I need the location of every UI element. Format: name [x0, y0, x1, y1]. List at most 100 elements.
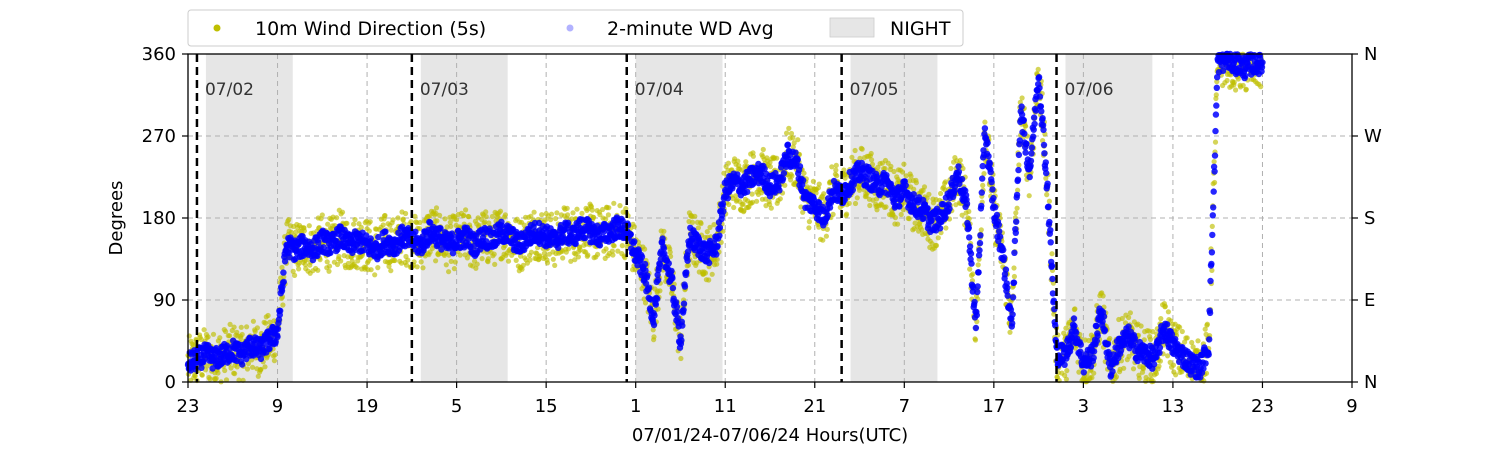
wind-5s-point: [1240, 82, 1246, 89]
wind-5s-point: [1016, 162, 1022, 168]
wind-5s-point: [829, 164, 835, 170]
wd-avg-point: [1045, 203, 1052, 210]
wind-5s-point: [262, 364, 268, 370]
wd-avg-point: [1014, 176, 1022, 183]
x-tick-label: 13: [1161, 396, 1184, 417]
wd-avg-point: [382, 228, 389, 235]
wd-avg-point: [651, 312, 658, 319]
wind-5s-point: [210, 331, 217, 337]
wd-avg-point: [1036, 93, 1044, 100]
wind-5s-point: [293, 229, 299, 235]
wd-avg-point: [719, 200, 727, 208]
wind-5s-point: [388, 268, 394, 274]
wind-5s-point: [711, 222, 717, 228]
wd-avg-point: [1041, 150, 1048, 157]
wind-5s-point: [577, 247, 583, 253]
wd-avg-point: [1015, 166, 1022, 174]
wind-5s-point: [417, 219, 423, 226]
wind-5s-point: [227, 333, 233, 339]
wd-avg-point: [958, 175, 966, 183]
wind-5s-point: [735, 158, 741, 164]
wind-5s-point: [913, 180, 920, 186]
wind-5s-point: [714, 261, 720, 267]
wind-5s-point: [1213, 92, 1219, 98]
wd-avg-point: [744, 188, 751, 196]
wind-5s-point: [537, 253, 543, 259]
wind-5s-point: [943, 225, 949, 231]
wind-5s-point: [867, 202, 873, 209]
wind-5s-point: [801, 170, 807, 176]
wd-avg-point: [1077, 341, 1084, 348]
wind-5s-point: [473, 265, 479, 271]
wind-5s-point: [543, 217, 549, 223]
wind-5s-point: [405, 257, 411, 263]
wd-avg-point: [652, 301, 659, 308]
wind-5s-point: [1011, 273, 1018, 280]
wd-avg-point: [896, 203, 903, 210]
wd-avg-point: [1010, 279, 1018, 286]
legend-frame: [187, 9, 964, 47]
wind-5s-point: [483, 214, 489, 220]
wd-avg-point: [996, 233, 1004, 240]
right-tick-label: W: [1364, 126, 1382, 147]
wd-avg-point: [1002, 266, 1010, 273]
wd-avg-point: [360, 247, 368, 254]
wind-5s-point: [239, 331, 245, 338]
y-tick-label: 180: [142, 208, 176, 229]
wd-avg-point: [363, 232, 370, 239]
wind-5s-point: [255, 373, 261, 379]
wind-5s-point: [975, 262, 981, 268]
wind-5s-point: [199, 372, 205, 378]
wind-5s-point: [692, 213, 698, 219]
wind-5s-point: [1049, 251, 1055, 257]
wd-avg-point: [1013, 218, 1020, 225]
wind-5s-point: [1130, 366, 1137, 372]
wd-avg-point: [684, 257, 691, 264]
wind-5s-point: [491, 251, 497, 257]
wind-5s-point: [280, 302, 286, 308]
wd-avg-point: [942, 214, 949, 221]
wd-avg-point: [581, 234, 589, 242]
wind-5s-point: [980, 182, 986, 188]
wind-5s-point: [205, 334, 211, 340]
wd-avg-point: [705, 259, 713, 267]
y-tick-label: 0: [165, 372, 176, 393]
wind-5s-point: [782, 182, 788, 188]
wind-5s-point: [1182, 339, 1188, 345]
wind-5s-point: [505, 258, 512, 264]
wd-avg-point: [1007, 306, 1015, 313]
wd-avg-point: [1213, 84, 1221, 92]
wind-5s-point: [642, 300, 649, 306]
wind-5s-point: [250, 318, 256, 324]
wind-5s-point: [1214, 79, 1220, 85]
wd-avg-point: [669, 275, 676, 282]
wind-5s-point: [749, 191, 755, 197]
wind-5s-point: [824, 226, 830, 232]
wind-5s-point: [1173, 372, 1179, 378]
wd-avg-point: [1200, 365, 1207, 372]
wind-5s-point: [570, 210, 576, 216]
wd-avg-point: [1047, 239, 1054, 246]
wd-avg-point: [979, 162, 986, 170]
wind-5s-point: [685, 262, 692, 268]
wd-avg-point: [796, 163, 804, 170]
wd-avg-point: [987, 168, 994, 176]
wd-avg-point: [1020, 116, 1027, 124]
wind-5s-point: [784, 130, 790, 136]
wd-avg-point: [1018, 111, 1026, 118]
wd-avg-point: [600, 228, 607, 236]
wind-5s-point: [706, 277, 712, 283]
wind-5s-point: [366, 228, 372, 234]
wd-avg-point: [1031, 120, 1038, 128]
wind-5s-point: [485, 256, 491, 262]
wind-5s-point: [443, 262, 449, 268]
wind-5s-point: [970, 271, 976, 277]
wd-avg-point: [681, 283, 689, 290]
wd-avg-point: [564, 219, 572, 226]
wind-5s-point: [610, 252, 616, 258]
wd-avg-point: [1027, 157, 1035, 165]
wd-avg-point: [1042, 159, 1050, 166]
wind-5s-point: [489, 213, 495, 220]
wind-5s-point: [334, 215, 340, 221]
wind-5s-point: [892, 215, 899, 221]
